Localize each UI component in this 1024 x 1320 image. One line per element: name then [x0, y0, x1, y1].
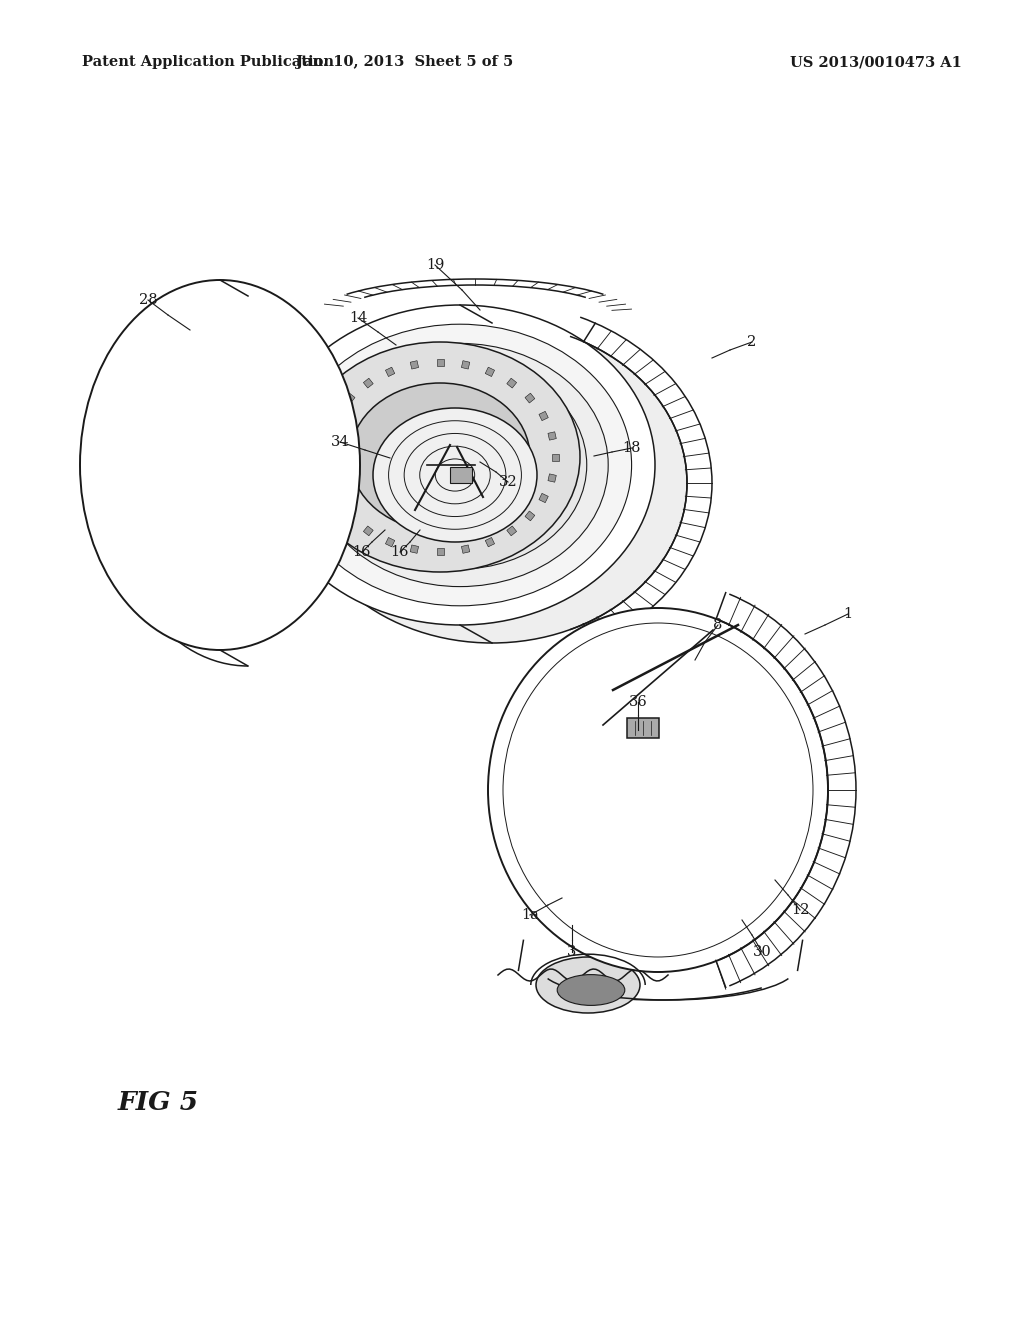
Bar [411, 545, 419, 553]
Bar [548, 474, 556, 482]
Text: 18: 18 [623, 441, 641, 455]
Bar [345, 511, 355, 521]
Ellipse shape [297, 323, 687, 643]
Text: 2: 2 [748, 335, 757, 348]
Bar [324, 432, 332, 440]
Ellipse shape [404, 433, 506, 516]
Bar [507, 525, 517, 536]
Bar [462, 360, 470, 370]
Ellipse shape [265, 305, 655, 624]
Bar [332, 412, 341, 421]
Bar [385, 367, 395, 376]
Text: 32: 32 [499, 475, 517, 488]
Bar [552, 454, 558, 461]
Text: Jan. 10, 2013  Sheet 5 of 5: Jan. 10, 2013 Sheet 5 of 5 [296, 55, 514, 69]
Bar [507, 379, 517, 388]
Text: 8: 8 [714, 618, 723, 632]
Bar [525, 511, 535, 521]
Bar [627, 718, 659, 738]
Text: FIG 5: FIG 5 [118, 1089, 199, 1114]
Ellipse shape [488, 609, 828, 972]
Bar [332, 494, 341, 503]
Bar [462, 545, 470, 553]
Ellipse shape [536, 957, 640, 1012]
Bar [436, 548, 443, 554]
Bar [539, 412, 548, 421]
Text: 12: 12 [791, 903, 809, 917]
Ellipse shape [420, 446, 490, 504]
Text: 34: 34 [331, 436, 349, 449]
Ellipse shape [557, 974, 625, 1006]
Text: 30: 30 [753, 945, 771, 960]
Text: 16: 16 [391, 545, 410, 558]
Text: 36: 36 [629, 696, 647, 709]
Ellipse shape [373, 408, 537, 543]
Text: Patent Application Publication: Patent Application Publication [82, 55, 334, 69]
Ellipse shape [289, 325, 632, 606]
Text: 3: 3 [567, 945, 577, 960]
Bar [539, 494, 548, 503]
Bar [485, 367, 495, 376]
Ellipse shape [300, 342, 580, 572]
Bar [322, 454, 329, 461]
Bar [364, 379, 373, 388]
Ellipse shape [80, 280, 360, 649]
Text: 14: 14 [349, 312, 368, 325]
Text: 16: 16 [352, 545, 372, 558]
Bar [385, 537, 395, 546]
Bar [345, 393, 355, 403]
Ellipse shape [435, 459, 475, 491]
Bar [364, 525, 373, 536]
Text: US 2013/0010473 A1: US 2013/0010473 A1 [790, 55, 962, 69]
Ellipse shape [333, 360, 587, 569]
Text: 1: 1 [844, 607, 853, 620]
Bar [485, 537, 495, 546]
Bar [324, 474, 332, 482]
Ellipse shape [311, 343, 608, 586]
Text: 1a: 1a [521, 908, 539, 921]
Text: 19: 19 [426, 257, 444, 272]
Bar [450, 467, 472, 483]
Bar [436, 359, 443, 366]
Ellipse shape [503, 623, 813, 957]
Text: 28: 28 [138, 293, 158, 308]
Bar [525, 393, 535, 403]
Bar [411, 360, 419, 370]
Bar [548, 432, 556, 440]
Ellipse shape [388, 421, 521, 529]
Ellipse shape [350, 383, 530, 531]
